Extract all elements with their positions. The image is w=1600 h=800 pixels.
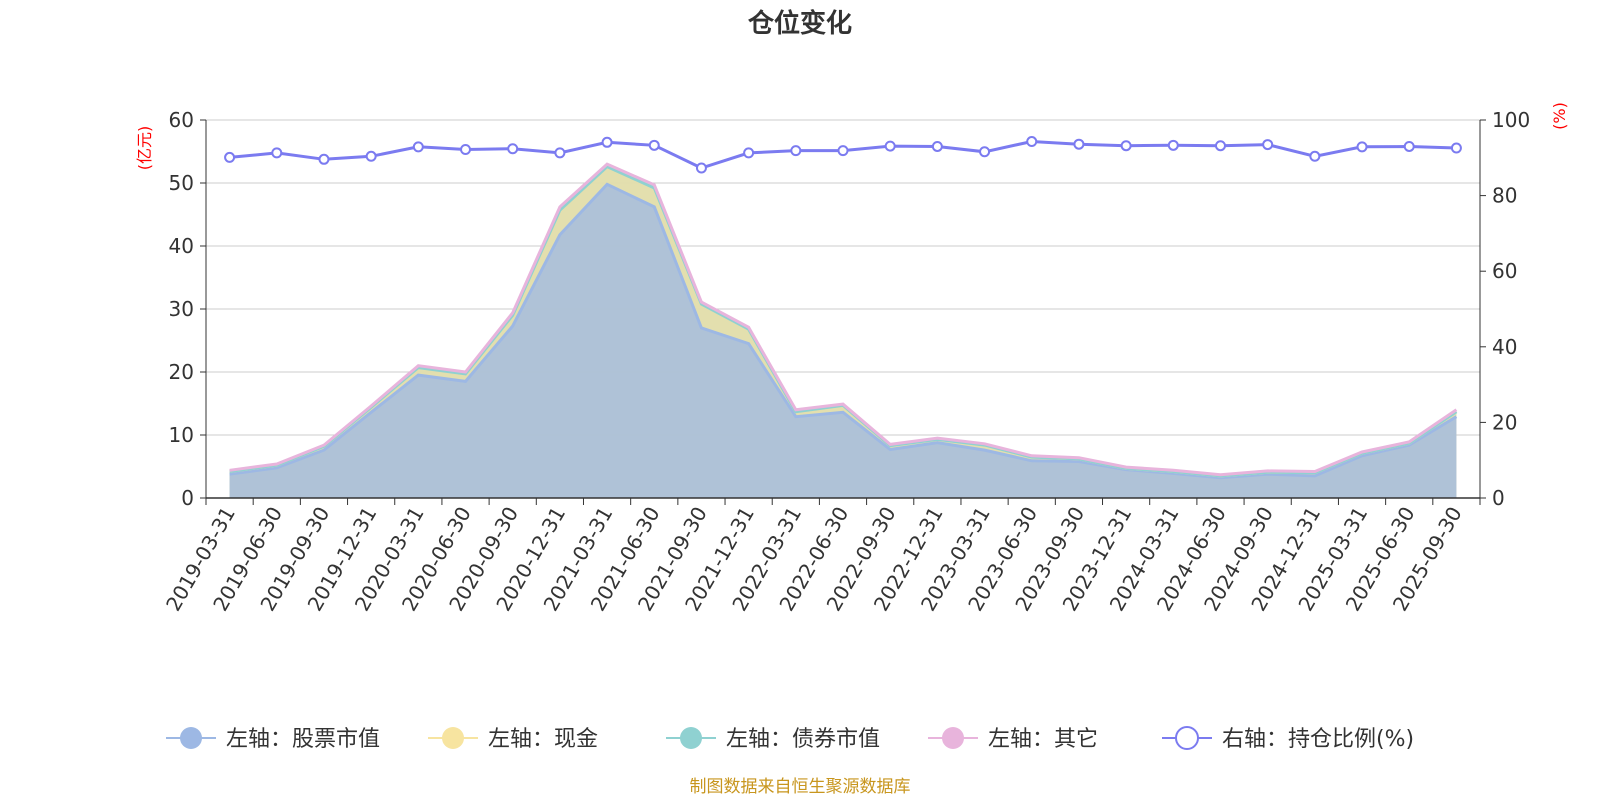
ratio-point — [365, 150, 377, 162]
left-tick-label: 10 — [169, 423, 194, 447]
ratio-point — [271, 147, 283, 159]
ratio-point — [1309, 150, 1321, 162]
legend-label: 左轴：债券市值 — [726, 727, 880, 752]
ratio-point — [1403, 140, 1415, 152]
ratio-point — [648, 139, 660, 151]
left-tick-label: 40 — [169, 234, 194, 258]
ratio-point — [1214, 140, 1226, 152]
axes: 01020304050600204060801002019-03-312019-… — [161, 108, 1530, 615]
right-tick-label: 80 — [1492, 184, 1517, 208]
ratio-point — [1356, 141, 1368, 153]
source-note: 制图数据来自恒生聚源数据库 — [690, 777, 911, 797]
legend-label: 左轴：其它 — [988, 727, 1098, 752]
legend-item-4: 右轴：持仓比例(%) — [1162, 726, 1414, 752]
legend-label: 左轴：股票市值 — [226, 727, 380, 752]
legend-marker — [942, 727, 964, 749]
left-tick-label: 30 — [169, 297, 194, 321]
ratio-point — [1167, 139, 1179, 151]
ratio-point — [743, 147, 755, 159]
area-0 — [229, 184, 1457, 499]
area-series — [229, 162, 1458, 499]
legend-label: 左轴：现金 — [488, 727, 598, 752]
ratio-point — [1450, 142, 1462, 154]
left-tick-label: 20 — [169, 360, 194, 384]
ratio-point — [931, 140, 943, 152]
position-ratio-line — [224, 136, 1462, 174]
legend-item-0: 左轴：股票市值 — [166, 727, 380, 752]
right-tick-label: 40 — [1492, 335, 1517, 359]
legend-item-2: 左轴：债券市值 — [666, 727, 880, 752]
right-axis-unit: (%) — [1550, 102, 1569, 130]
chart-title: 仓位变化 — [747, 8, 852, 39]
ratio-point — [1026, 136, 1038, 148]
ratio-point — [1120, 140, 1132, 152]
legend-item-3: 左轴：其它 — [928, 727, 1098, 752]
right-tick-label: 0 — [1492, 486, 1505, 510]
left-axis-unit: (亿元) — [135, 126, 154, 171]
right-tick-label: 100 — [1492, 108, 1530, 132]
ratio-point — [790, 145, 802, 157]
ratio-point — [412, 141, 424, 153]
ratio-point — [224, 151, 236, 163]
left-tick-label: 0 — [181, 486, 194, 510]
ratio-point — [1262, 139, 1274, 151]
right-tick-label: 20 — [1492, 410, 1517, 434]
left-tick-label: 50 — [169, 171, 194, 195]
legend-marker — [180, 727, 202, 749]
ratio-point — [507, 143, 519, 155]
ratio-point — [460, 143, 472, 155]
ratio-point — [318, 153, 330, 165]
area-edge-3 — [229, 162, 1458, 477]
ratio-point — [1073, 138, 1085, 150]
legend-label: 右轴：持仓比例(%) — [1222, 727, 1414, 752]
legend-marker — [680, 727, 702, 749]
left-tick-label: 60 — [169, 108, 194, 132]
right-tick-label: 60 — [1492, 259, 1517, 283]
ratio-point — [554, 147, 566, 159]
area-edge-0 — [229, 182, 1458, 480]
legend-item-1: 左轴：现金 — [428, 727, 598, 752]
ratio-point — [695, 162, 707, 174]
legend-marker — [1175, 726, 1199, 750]
ratio-point — [979, 146, 991, 158]
ratio-point — [837, 145, 849, 157]
ratio-point — [884, 140, 896, 152]
legend-marker — [442, 727, 464, 749]
legend: 左轴：股票市值 左轴：现金 左轴：债券市值 左轴：其它 右轴：持仓比例(%) — [166, 726, 1414, 752]
ratio-point — [601, 136, 613, 148]
